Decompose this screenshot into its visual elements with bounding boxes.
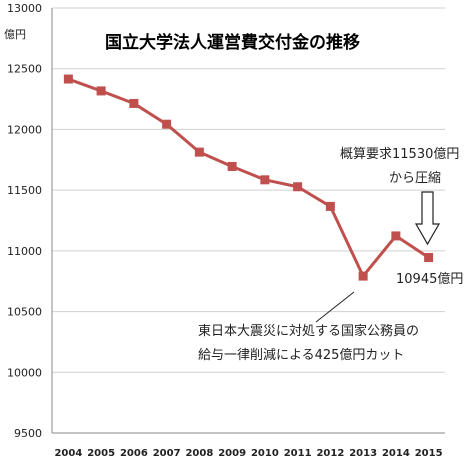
x-tick-labels: 2004 2005 2006 2007 2008 2009 2010 2011 2012 2013…: [54, 448, 442, 459]
y-tick-label: 10500: [7, 306, 42, 319]
grid: [52, 7, 445, 373]
x-tick-label: 2013: [349, 448, 377, 459]
x-tick-label: 2012: [316, 448, 344, 459]
data-point: [227, 161, 237, 171]
data-point: [325, 201, 335, 211]
annotation-quake-line1: 東日本大震災に対処する国家公務員の: [198, 323, 419, 339]
annotation-request-line1: 概算要求11530億円: [340, 146, 459, 162]
data-point: [194, 147, 204, 157]
data-point: [63, 74, 73, 84]
x-tick-label: 2010: [251, 448, 279, 459]
chart-title: 国立大学法人運営費交付金の推移: [105, 32, 360, 53]
data-point: [293, 182, 303, 192]
x-tick-label: 2015: [415, 448, 443, 459]
data-point: [96, 86, 106, 96]
y-tick-label: 11500: [7, 184, 42, 197]
y-tick-label: 9500: [14, 427, 42, 440]
x-tick-label: 2007: [153, 448, 181, 459]
x-tick-label: 2004: [54, 448, 82, 459]
x-tick-label: 2014: [382, 448, 410, 459]
x-tick-label: 2008: [185, 448, 213, 459]
x-tick-label: 2011: [284, 448, 312, 459]
series: [63, 74, 434, 281]
series-line: [67, 77, 430, 278]
y-unit-label: 億円: [4, 28, 26, 41]
annotation-leader-line: [315, 291, 355, 323]
y-tick-label: 12000: [7, 123, 42, 136]
y-tick-label: 11000: [7, 245, 42, 258]
annotation-quake-line2: 給与一律削減による425億円カット: [198, 347, 404, 363]
x-tick-label: 2006: [120, 448, 148, 459]
y-tick-labels: 9500 10000 10500 11000 11500 12000 12500 13000: [7, 2, 42, 440]
data-point: [260, 175, 270, 185]
annotation-final-value: 10945億円: [396, 271, 463, 287]
data-point: [424, 253, 434, 263]
y-tick-label: 12500: [7, 63, 42, 76]
x-tick-label: 2009: [218, 448, 246, 459]
y-tick-label: 10000: [7, 366, 42, 379]
data-point: [391, 231, 401, 241]
data-point: [358, 271, 368, 281]
y-tick-label: 13000: [7, 2, 42, 15]
down-arrow-icon: [414, 191, 441, 246]
data-point: [129, 98, 139, 108]
data-point: [162, 119, 172, 129]
x-tick-label: 2005: [87, 448, 115, 459]
annotation-request-line2: から圧縮: [389, 170, 441, 186]
